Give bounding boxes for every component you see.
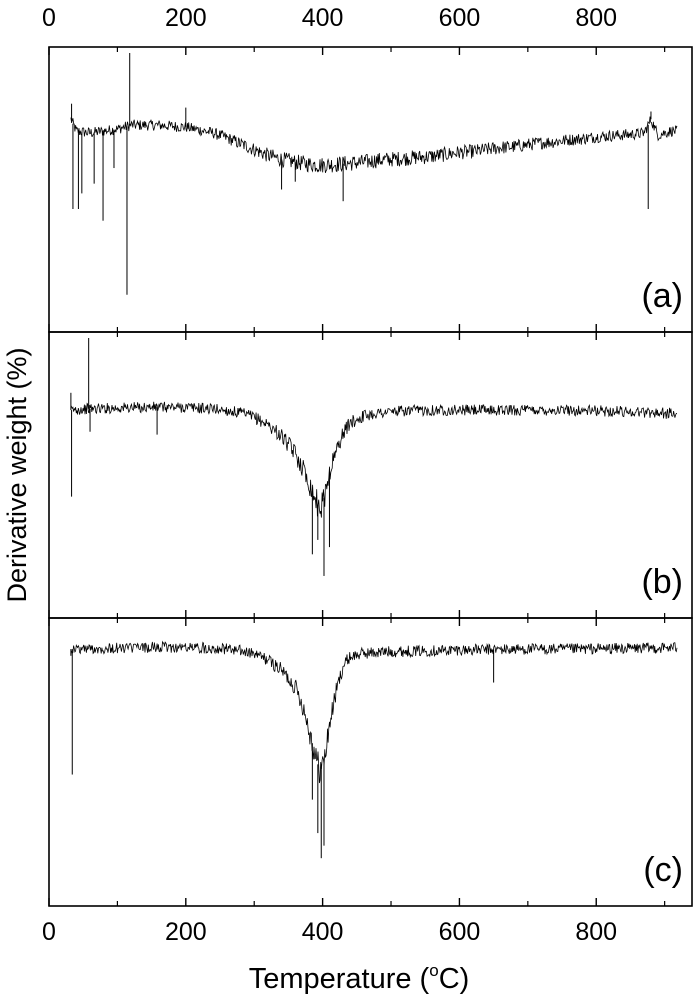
x-tick-label-top: 600 — [439, 4, 481, 32]
x-tick-label-bottom: 0 — [42, 918, 56, 946]
x-tick-label-bottom: 200 — [165, 918, 207, 946]
panel-frame — [48, 617, 693, 907]
panel-b: (b) — [48, 331, 693, 619]
panel-a: (a) — [48, 46, 693, 333]
series-line — [70, 116, 678, 174]
series-line — [70, 640, 678, 784]
x-tick-label-top: 400 — [302, 4, 344, 32]
x-axis-label-main: Temperature ( — [249, 963, 430, 995]
panel-frame — [48, 46, 693, 333]
x-tick-label-bottom: 600 — [439, 918, 481, 946]
series-line — [70, 401, 678, 518]
x-tick-label-top: 200 — [165, 4, 207, 32]
x-tick-label-top: 800 — [575, 4, 617, 32]
panel-label: (b) — [641, 563, 683, 601]
y-axis-label: Derivative weight (%) — [2, 347, 32, 602]
x-axis-label: Temperature (oC) — [249, 961, 470, 995]
x-axis-label-degree: o — [429, 961, 438, 980]
x-tick-label-bottom: 400 — [302, 918, 344, 946]
x-tick-label-bottom: 800 — [575, 918, 617, 946]
panel-label: (a) — [641, 277, 683, 315]
panel-frame — [48, 331, 693, 619]
x-axis-label-unit: C) — [439, 963, 470, 995]
panel-c: (c) — [48, 617, 693, 907]
x-tick-label-top: 0 — [42, 4, 56, 32]
panel-label: (c) — [643, 851, 683, 889]
